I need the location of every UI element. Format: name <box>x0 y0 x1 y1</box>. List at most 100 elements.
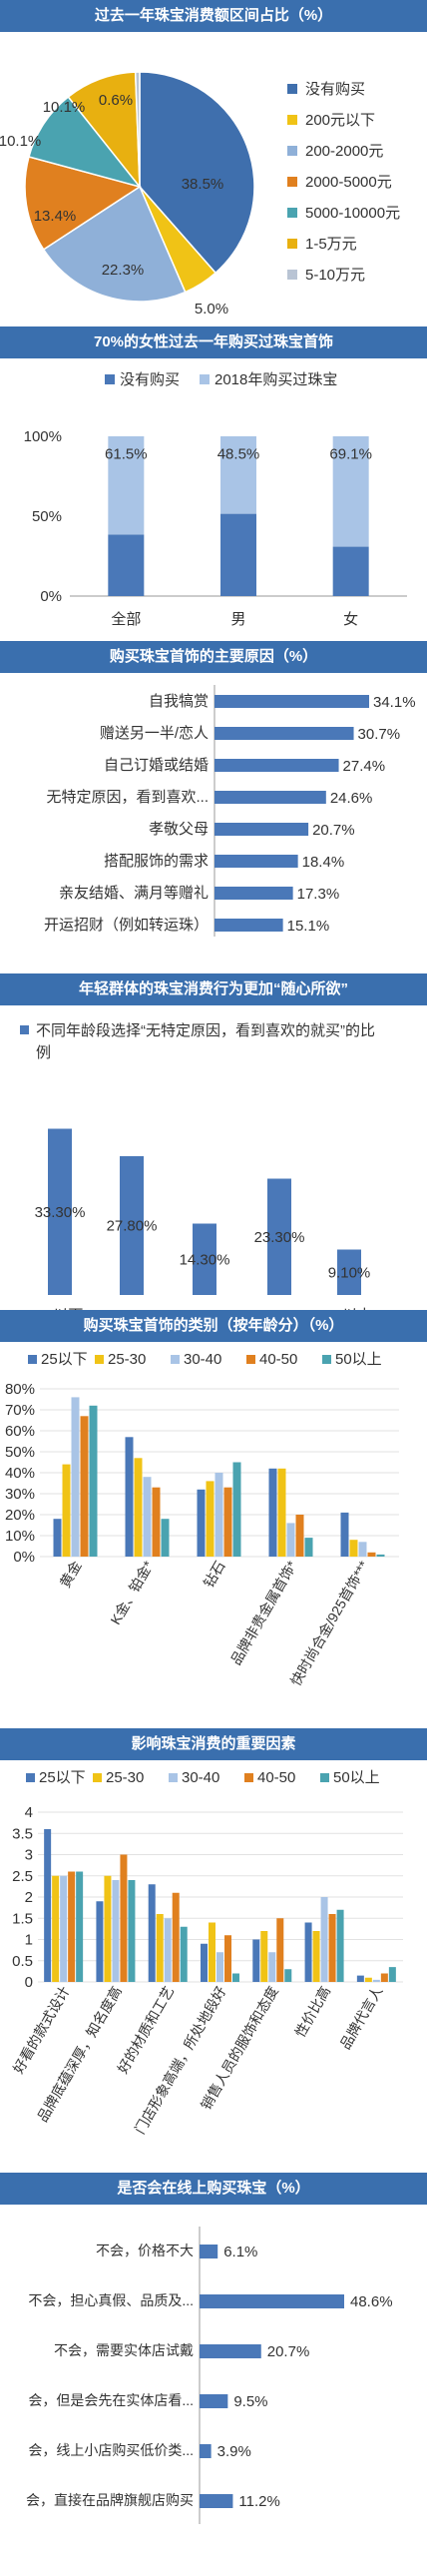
bar <box>53 1519 62 1557</box>
bar-data-label: 34.1% <box>373 694 416 711</box>
stacked-bar-segment <box>108 534 145 596</box>
legend-swatch <box>244 1773 253 1782</box>
legend-label: 40-50 <box>259 1351 297 1368</box>
y-tick-label: 20% <box>5 1507 35 1524</box>
pie-chart: 38.5% 5.0% 22.3% 13.4% 10.1%10.1% 0.6% 没有购买 20… <box>0 71 400 318</box>
bar-data-label: 6.1% <box>223 2244 257 2260</box>
category-label: 孝敬父母 <box>149 821 209 838</box>
x-tick-label: K金、铂金* <box>107 1558 157 1627</box>
bar <box>89 1405 98 1557</box>
bar <box>295 1515 304 1557</box>
pie-data-label: 10.1% <box>43 99 86 116</box>
bar <box>252 1939 260 1982</box>
bar <box>367 1552 376 1557</box>
stacked-bar-chart: 没有购买 2018年购买过珠宝 0% 50% 100% 61.5% 全部 48.5% 男 69.1… <box>24 371 407 628</box>
y-tick-label: 70% <box>5 1402 35 1419</box>
category-label: 不会，担心真假、品质及... <box>28 2292 194 2308</box>
young-group-bar-chart: 不同年龄段选择“无特定原因，看到喜欢的就买”的比例33.30%25以下27.80… <box>20 1022 375 1324</box>
bar-data-label: 27.80% <box>107 1218 158 1235</box>
bar <box>284 1969 292 1982</box>
bar <box>349 1540 358 1557</box>
bar <box>200 2294 344 2308</box>
category-label: 自我犒赏 <box>149 693 209 710</box>
y-tick-label: 3 <box>25 1847 33 1864</box>
bar-data-label: 17.3% <box>297 886 340 903</box>
legend-label: 50以上 <box>335 1351 382 1368</box>
category-label: 不会，需要实体店试戴 <box>54 2342 194 2358</box>
bar <box>60 1875 68 1982</box>
legend-label: 2018年购买过珠宝 <box>214 371 337 388</box>
bar <box>260 1931 268 1982</box>
bar-data-label: 23.30% <box>254 1229 305 1246</box>
legend-label: 5-10万元 <box>305 267 365 284</box>
bar <box>336 1909 344 1982</box>
x-tick-label: 品牌代言人 <box>337 1984 386 2053</box>
bar-data-label: 27.4% <box>343 758 386 775</box>
bar <box>224 1935 231 1982</box>
bar-data-label: 48.5% <box>217 445 260 462</box>
y-tick-label: 0 <box>25 1974 33 1991</box>
y-tick-label: 30% <box>5 1486 35 1503</box>
bar-data-label: 24.6% <box>330 790 373 807</box>
bar-data-label: 69.1% <box>329 445 372 462</box>
category-label: 搭配服饰的需求 <box>104 853 209 870</box>
bar <box>193 1223 216 1295</box>
bar <box>120 1854 128 1982</box>
legend-swatch <box>287 270 297 280</box>
y-tick-label: 0% <box>40 588 62 605</box>
bar <box>200 2444 212 2458</box>
legend-swatch <box>320 1773 329 1782</box>
bar <box>214 823 309 836</box>
chart3-title: 购买珠宝首饰的主要原因（%） <box>0 641 427 673</box>
bar-data-label: 18.4% <box>302 854 345 871</box>
legend-swatch <box>287 115 297 125</box>
factors-chart: 25以下 25-30 30-40 40-50 50以上 0 0.5 1 1.5 2 2.5 3 3.5 4… <box>10 1769 403 2137</box>
chart1-title: 过去一年珠宝消费额区间占比（%） <box>0 0 427 32</box>
bar <box>80 1416 89 1557</box>
legend-swatch <box>246 1355 255 1364</box>
legend-label: 30-40 <box>184 1351 221 1368</box>
legend-swatch <box>95 1355 104 1364</box>
bar <box>200 2245 218 2258</box>
legend-swatch <box>287 146 297 156</box>
bar <box>214 887 293 900</box>
bar <box>358 1542 367 1557</box>
pie-data-label: 10.1% <box>0 133 41 150</box>
bar <box>214 695 369 708</box>
bar <box>200 2494 233 2508</box>
bar <box>214 1473 223 1557</box>
category-label: 无特定原因，看到喜欢... <box>46 789 209 806</box>
bar <box>76 1871 84 1982</box>
y-tick-label: 0% <box>13 1549 35 1566</box>
bar <box>206 1481 214 1557</box>
y-tick-label: 10% <box>5 1528 35 1545</box>
chart6-title: 影响珠宝消费的重要因素 <box>0 1728 427 1760</box>
bar <box>128 1880 136 1982</box>
bar <box>152 1487 161 1557</box>
chart4-title: 年轻群体的珠宝消费行为更加“随心所欲” <box>0 973 427 1005</box>
bar-data-label: 15.1% <box>287 918 330 935</box>
legend-swatch <box>287 208 297 218</box>
legend-label: 没有购买 <box>120 371 180 388</box>
bar <box>276 1918 284 1982</box>
bar <box>388 1967 396 1982</box>
pie-slice <box>28 95 143 189</box>
legend-swatch <box>200 374 210 384</box>
legend-swatch <box>93 1773 102 1782</box>
legend-label: 没有购买 <box>305 81 365 98</box>
x-tick-label: 快时尚合金/925首饰*** <box>287 1558 372 1688</box>
bar <box>71 1397 80 1557</box>
x-tick-label: 女 <box>343 610 358 628</box>
legend-label: 25以下 <box>41 1351 88 1368</box>
bar <box>277 1468 286 1557</box>
pie-data-label: 0.6% <box>99 92 133 109</box>
x-tick-label: 男 <box>230 611 245 628</box>
legend-swatch <box>20 1025 29 1034</box>
bar <box>125 1437 134 1557</box>
bar <box>216 1952 223 1982</box>
bar <box>232 1462 241 1557</box>
pie-slice <box>139 71 255 275</box>
legend-swatch <box>287 239 297 249</box>
bar <box>214 727 354 740</box>
bar <box>328 1914 336 1982</box>
